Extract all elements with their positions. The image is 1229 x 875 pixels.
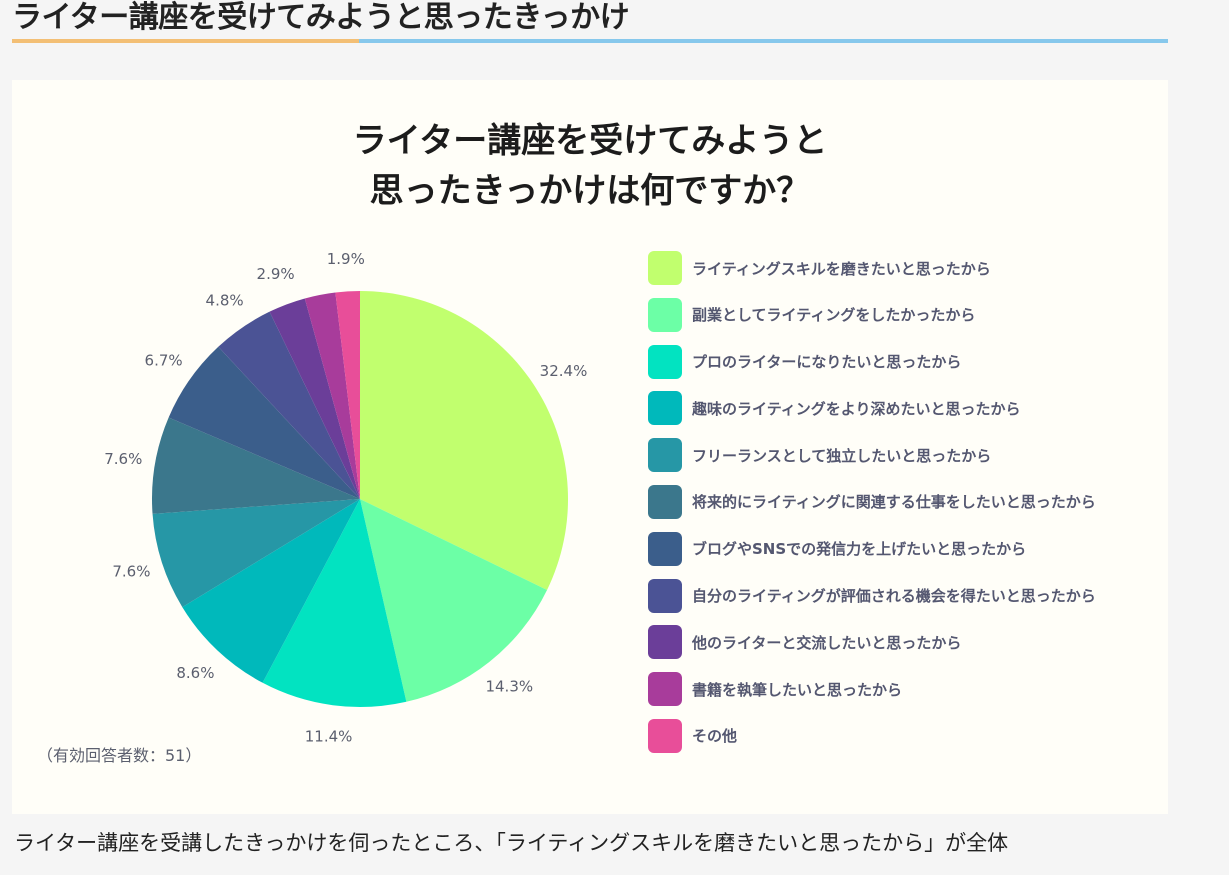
pie-slice-1: [360, 291, 569, 590]
legend-swatch: [648, 531, 682, 566]
slice-value-label-2: 14.3%: [485, 677, 533, 695]
legend-label: その他: [692, 727, 738, 746]
legend-swatch: [648, 251, 682, 285]
slice-value-label-4: 8.6%: [176, 664, 214, 682]
legend-item-5: フリーランスとして独立したいと思ったから: [648, 438, 1096, 473]
pie-slice-6: [152, 417, 360, 514]
pie-slice-10: [304, 292, 360, 499]
chart-figure: ライター講座を受けてみようと 思ったきっかけは何ですか？ 32.4% 14.3% 1…: [12, 80, 1168, 814]
pie-chart: 32.4% 14.3% 11.4% 8.6% 7.6% 7.6% 6.7% 4.8% 2.9% 1…: [104, 250, 588, 746]
slice-value-label-8: 4.8%: [206, 291, 244, 309]
legend-label: ブログやSNSでの発信力を上げたいと思ったから: [692, 540, 1027, 559]
pie-slice-11: [335, 291, 360, 499]
chart-title: ライター講座を受けてみようと 思ったきっかけは何ですか？: [12, 116, 1168, 216]
section-heading-text: ライター講座を受けてみようと思ったきっかけ: [12, 0, 630, 35]
legend-swatch: [648, 718, 682, 753]
pie-slice-3: [262, 499, 407, 707]
slice-value-label-7: 6.7%: [145, 352, 183, 370]
heading-underline-accent: [12, 39, 359, 43]
legend-swatch: [648, 344, 682, 379]
legend-item-2: 副業としてライティングをしたかったから: [648, 297, 1096, 332]
slice-value-label-5: 7.6%: [112, 563, 150, 581]
legend-item-4: 趣味のライティングをより深めたいと思ったから: [648, 391, 1096, 426]
legend-item-3: プロのライターになりたいと思ったから: [648, 344, 1096, 379]
pie-slice-8: [218, 311, 360, 499]
legend-swatch: [648, 391, 682, 426]
slice-value-label-6: 7.6%: [104, 450, 142, 468]
legend-label: プロのライターになりたいと思ったから: [692, 353, 962, 372]
legend-item-1: ライティングスキルを磨きたいと思ったから: [648, 251, 1096, 285]
legend-swatch: [648, 438, 682, 473]
slice-value-label-3: 11.4%: [305, 727, 353, 745]
legend-label: 他のライターと交流したいと思ったから: [692, 633, 962, 652]
legend-item-10: 書籍を執筆したいと思ったから: [648, 672, 1096, 707]
slice-value-label-9: 2.9%: [257, 265, 295, 283]
legend-label: 書籍を執筆したいと思ったから: [692, 680, 903, 699]
legend-swatch: [648, 578, 682, 613]
legend-swatch: [648, 484, 682, 519]
respondent-count-note: （有効回答者数：51）: [37, 746, 202, 765]
legend-item-11: その他: [648, 718, 1096, 753]
legend-label: 自分のライティングが評価される機会を得たいと思ったから: [692, 587, 1096, 606]
legend-swatch: [648, 625, 682, 660]
slice-value-label-11: 1.9%: [327, 250, 365, 268]
chart-title-line-1: ライター講座を受けてみようと: [352, 121, 828, 161]
legend-item-9: 他のライターと交流したいと思ったから: [648, 625, 1096, 660]
legend-label: ライティングスキルを磨きたいと思ったから: [692, 259, 991, 278]
pie-slice-4: [182, 499, 360, 683]
legend-label: 副業としてライティングをしたかったから: [692, 306, 976, 325]
legend-label: 趣味のライティングをより深めたいと思ったから: [692, 399, 1021, 418]
chart-legend: ライティングスキルを磨きたいと思ったから 副業としてライティングをしたかったからプ…: [648, 251, 1096, 766]
legend-label: 将来的にライティングに関連する仕事をしたいと思ったから: [692, 493, 1096, 512]
pie-slice-9: [269, 298, 360, 499]
legend-swatch: [648, 672, 682, 707]
section-heading: ライター講座を受けてみようと思ったきっかけ: [12, 0, 1168, 44]
pie-slice-5: [152, 499, 360, 608]
pie-slice-2: [360, 499, 548, 702]
legend-item-7: ブログやSNSでの発信力を上げたいと思ったから: [648, 531, 1096, 566]
legend-label: フリーランスとして独立したいと思ったから: [692, 446, 992, 465]
chart-title-line-2: 思ったきっかけは何ですか？: [369, 171, 811, 211]
slice-value-label-1: 32.4%: [540, 362, 588, 380]
legend-swatch: [648, 297, 682, 332]
legend-item-6: 将来的にライティングに関連する仕事をしたいと思ったから: [648, 484, 1096, 519]
body-paragraph: ライター講座を受講したきっかけを伺ったところ、「ライティングスキルを磨きたいと思…: [14, 831, 1009, 855]
pie-slice-7: [168, 346, 360, 499]
heading-underline: [12, 39, 1168, 43]
legend-item-8: 自分のライティングが評価される機会を得たいと思ったから: [648, 578, 1096, 613]
